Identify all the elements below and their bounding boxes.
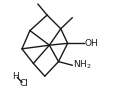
- Text: Cl: Cl: [20, 79, 29, 88]
- Text: NH$_2$: NH$_2$: [73, 59, 92, 72]
- Text: OH: OH: [85, 39, 99, 48]
- Text: H: H: [12, 72, 18, 81]
